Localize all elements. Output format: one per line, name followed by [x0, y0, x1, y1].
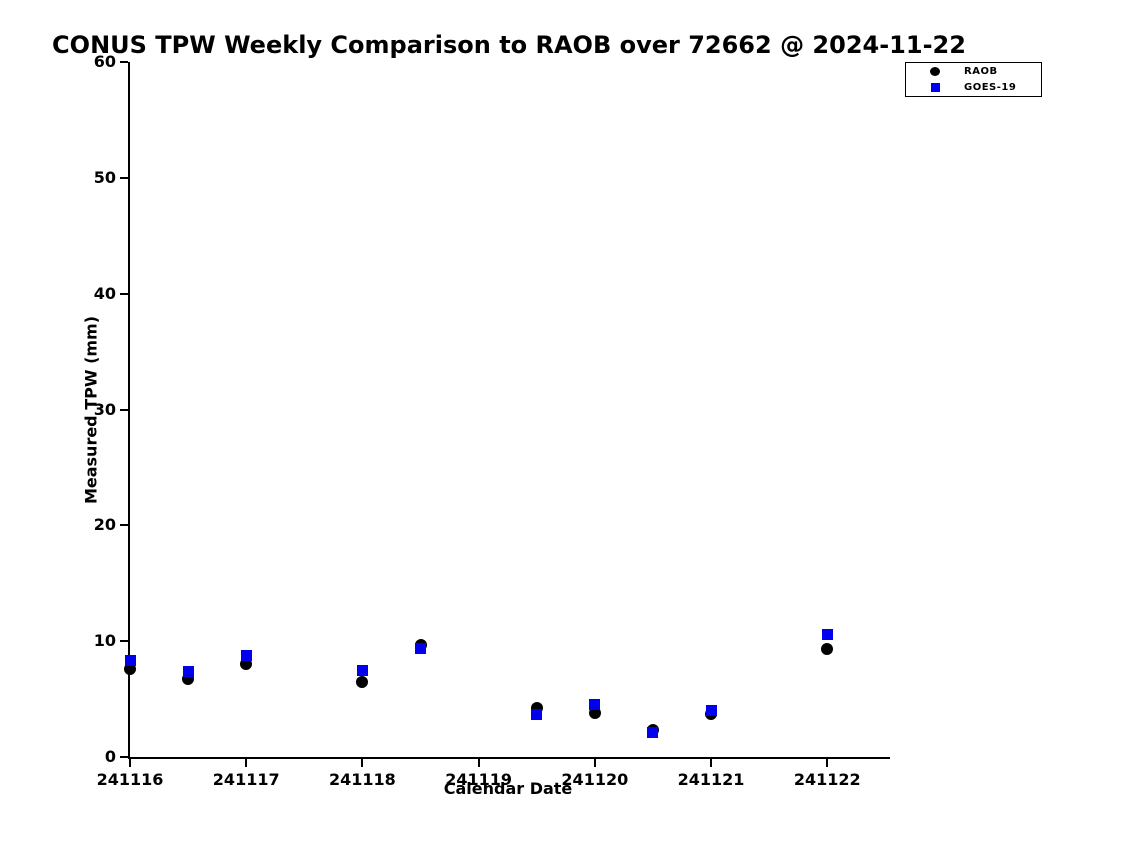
y-tick-40: [120, 292, 128, 295]
legend-label-goes19: GOES-19: [964, 82, 1017, 93]
raob-circle-icon: [930, 67, 940, 76]
x-tick-label-241117: 241117: [212, 770, 280, 789]
y-tick-50: [120, 176, 128, 179]
y-tick-label-10: 10: [93, 631, 116, 651]
x-tick-label-241119: 241119: [445, 770, 512, 789]
x-tick-label-241121: 241121: [677, 770, 745, 789]
x-tick-241116: [129, 759, 131, 767]
x-tick-241122: [826, 759, 829, 767]
raob-point-241117: [240, 658, 253, 671]
plot-area: 0 10 20 30 40 50 60 241116 241117 241118 241119 241…: [94, 54, 890, 789]
y-tick-label-60: 60: [93, 52, 116, 71]
y-axis-label: Measured TPW (mm): [81, 315, 101, 505]
legend: RAOB GOES-19: [905, 62, 1042, 97]
goes-19-point-241120.5: [647, 727, 659, 739]
y-tick-10: [120, 640, 128, 643]
y-tick-label-40: 40: [93, 283, 116, 303]
goes19-square-icon: [930, 83, 940, 92]
x-tick-241117: [245, 759, 248, 767]
raob-point-241118: [356, 675, 369, 688]
chart-title: CONUS TPW Weekly Comparison to RAOB over…: [52, 31, 966, 59]
goes-19-point-241120: [589, 699, 601, 711]
x-axis-label: Calendar Date: [443, 779, 573, 798]
x-tick-241118: [361, 759, 364, 767]
x-tick-241121: [710, 759, 713, 767]
goes-19-point-241118: [356, 664, 368, 676]
legend-label-raob: RAOB: [964, 66, 998, 77]
raob-point-241122: [821, 643, 834, 656]
y-tick-label-0: 0: [104, 747, 116, 766]
y-tick-label-20: 20: [93, 515, 116, 535]
x-tick-241119: [477, 759, 480, 767]
goes-19-point-241119.5: [531, 708, 543, 720]
x-tick-label-241116: 241116: [96, 770, 164, 789]
goes-19-point-241118.5: [415, 642, 427, 654]
goes-19-point-241121: [705, 705, 717, 717]
y-tick-0: [120, 756, 128, 758]
legend-item-raob: RAOB: [906, 64, 1041, 79]
y-tick-30: [120, 408, 128, 411]
x-tick-label-241118: 241118: [329, 770, 396, 789]
goes-19-point-241116.5: [182, 665, 194, 677]
legend-item-goes19: GOES-19: [906, 80, 1041, 95]
x-tick-label-241120: 241120: [561, 770, 629, 789]
x-tick-241120: [593, 759, 596, 767]
y-tick-label-50: 50: [93, 167, 116, 187]
goes-19-point-241117: [240, 649, 252, 661]
x-tick-label-241122: 241122: [793, 770, 861, 789]
y-tick-20: [120, 524, 128, 527]
y-tick-60: [120, 61, 128, 63]
goes-19-point-241122: [821, 628, 833, 640]
y-tick-label-30: 30: [93, 399, 116, 419]
goes-19-point-241116: [124, 655, 136, 667]
